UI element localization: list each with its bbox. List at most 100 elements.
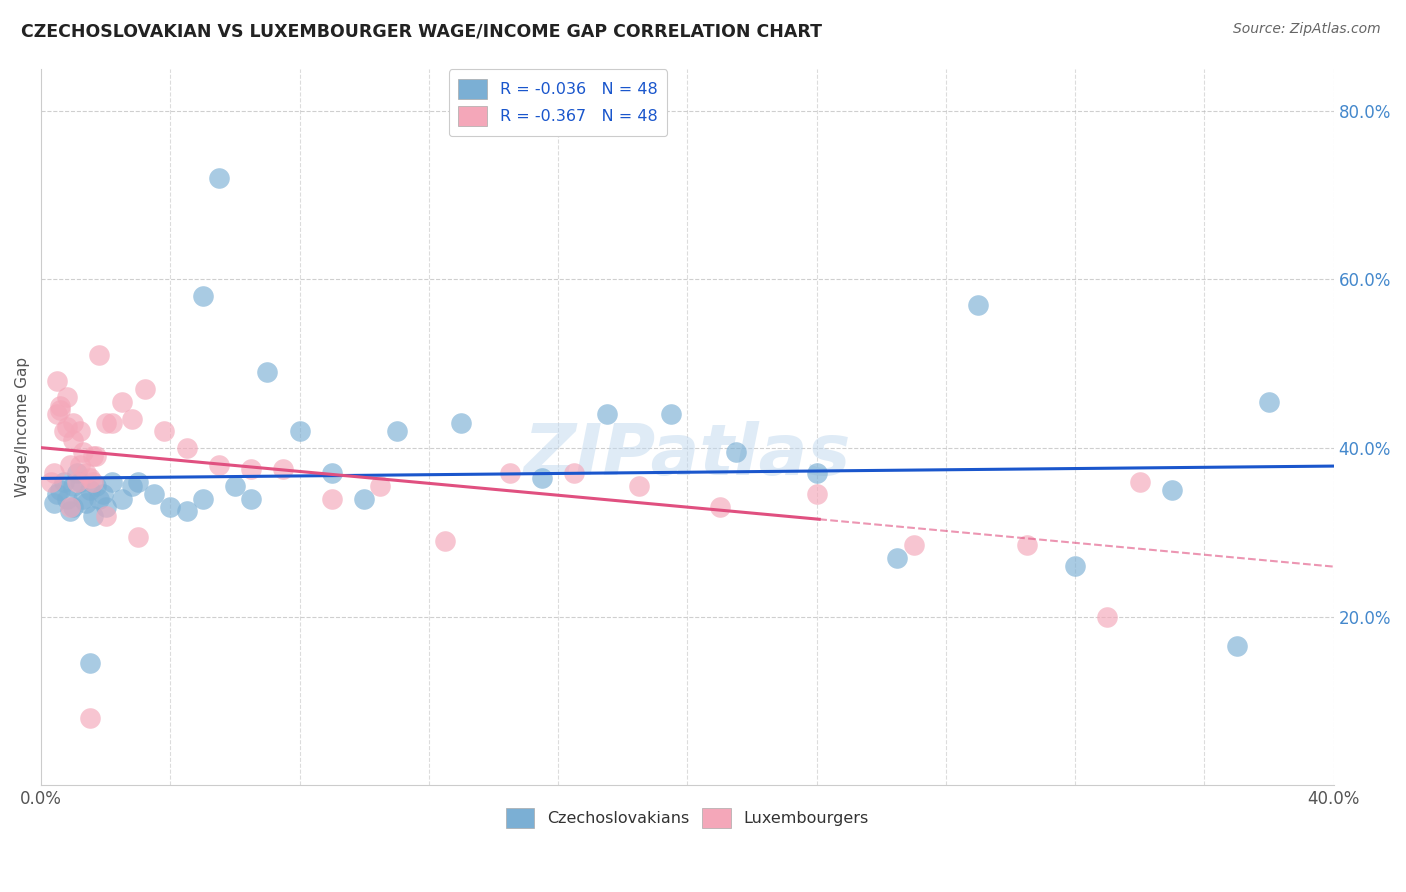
Point xyxy=(709,500,731,515)
Legend: Czechoslovakians, Luxembourgers: Czechoslovakians, Luxembourgers xyxy=(499,802,876,835)
Point xyxy=(121,479,143,493)
Point xyxy=(75,496,97,510)
Point xyxy=(1161,483,1184,498)
Point xyxy=(659,407,682,421)
Point xyxy=(1097,609,1119,624)
Point xyxy=(62,416,84,430)
Point xyxy=(450,416,472,430)
Point xyxy=(208,458,231,472)
Point xyxy=(530,470,553,484)
Point xyxy=(49,403,72,417)
Point xyxy=(59,500,82,515)
Point xyxy=(1015,538,1038,552)
Point xyxy=(56,391,79,405)
Point xyxy=(127,475,149,489)
Point xyxy=(69,458,91,472)
Point xyxy=(967,298,990,312)
Point xyxy=(434,533,457,548)
Text: CZECHOSLOVAKIAN VS LUXEMBOURGER WAGE/INCOME GAP CORRELATION CHART: CZECHOSLOVAKIAN VS LUXEMBOURGER WAGE/INC… xyxy=(21,22,823,40)
Point xyxy=(143,487,166,501)
Point xyxy=(1258,394,1281,409)
Point xyxy=(159,500,181,515)
Point xyxy=(72,491,94,506)
Point xyxy=(288,424,311,438)
Point xyxy=(101,475,124,489)
Point xyxy=(903,538,925,552)
Point xyxy=(75,467,97,481)
Point xyxy=(1064,559,1087,574)
Point xyxy=(1129,475,1152,489)
Point xyxy=(89,491,111,506)
Point xyxy=(79,656,101,670)
Text: Source: ZipAtlas.com: Source: ZipAtlas.com xyxy=(1233,22,1381,37)
Point xyxy=(353,491,375,506)
Point xyxy=(39,475,62,489)
Point xyxy=(385,424,408,438)
Point xyxy=(62,479,84,493)
Point xyxy=(121,411,143,425)
Point xyxy=(208,171,231,186)
Point xyxy=(595,407,617,421)
Point xyxy=(153,424,176,438)
Point xyxy=(370,479,392,493)
Point xyxy=(176,504,198,518)
Text: ZIPatlas: ZIPatlas xyxy=(523,421,851,491)
Point xyxy=(84,450,107,464)
Point xyxy=(82,508,104,523)
Point xyxy=(59,504,82,518)
Point xyxy=(66,467,89,481)
Point xyxy=(52,424,75,438)
Point xyxy=(806,467,828,481)
Point xyxy=(111,394,134,409)
Point xyxy=(134,382,156,396)
Point xyxy=(72,445,94,459)
Point xyxy=(62,433,84,447)
Point xyxy=(69,424,91,438)
Point xyxy=(42,467,65,481)
Point xyxy=(82,475,104,489)
Point xyxy=(49,483,72,498)
Point xyxy=(52,475,75,489)
Point xyxy=(321,491,343,506)
Point xyxy=(111,491,134,506)
Point xyxy=(176,441,198,455)
Point xyxy=(46,487,69,501)
Point xyxy=(127,530,149,544)
Point xyxy=(91,487,114,501)
Point xyxy=(56,491,79,506)
Point xyxy=(94,416,117,430)
Point xyxy=(79,483,101,498)
Point xyxy=(724,445,747,459)
Point xyxy=(256,365,278,379)
Point xyxy=(84,479,107,493)
Point xyxy=(94,500,117,515)
Point xyxy=(89,348,111,362)
Point xyxy=(66,475,89,489)
Point xyxy=(46,407,69,421)
Point xyxy=(94,508,117,523)
Point xyxy=(42,496,65,510)
Point xyxy=(886,550,908,565)
Point xyxy=(79,711,101,725)
Point xyxy=(498,467,520,481)
Point xyxy=(46,374,69,388)
Point xyxy=(191,491,214,506)
Point xyxy=(1226,640,1249,654)
Point xyxy=(82,450,104,464)
Point xyxy=(79,470,101,484)
Point xyxy=(69,475,91,489)
Point xyxy=(191,289,214,303)
Point xyxy=(321,467,343,481)
Point xyxy=(224,479,246,493)
Point xyxy=(62,500,84,515)
Y-axis label: Wage/Income Gap: Wage/Income Gap xyxy=(15,357,30,497)
Point xyxy=(240,491,263,506)
Point xyxy=(56,420,79,434)
Point xyxy=(806,487,828,501)
Point xyxy=(59,458,82,472)
Point xyxy=(627,479,650,493)
Point xyxy=(101,416,124,430)
Point xyxy=(240,462,263,476)
Point xyxy=(273,462,295,476)
Point xyxy=(49,399,72,413)
